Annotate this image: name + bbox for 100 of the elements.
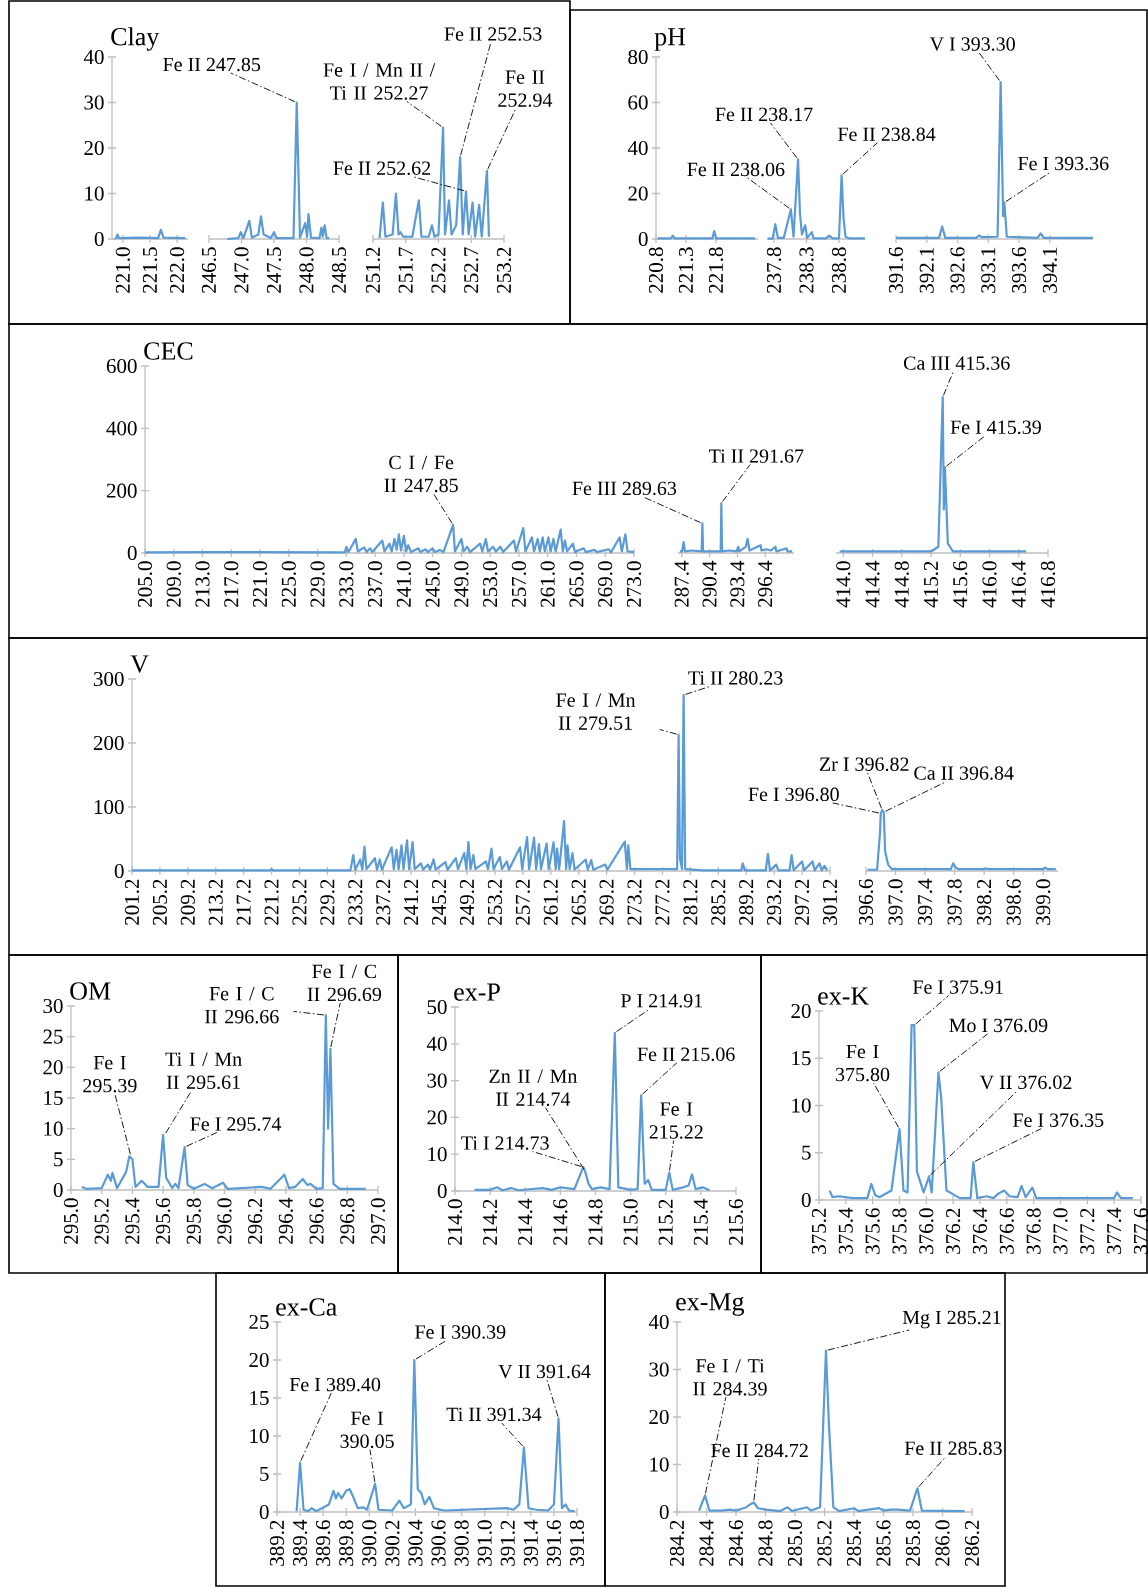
x-tick-label: 389.6: [316, 1520, 331, 1566]
x-tick-label: 215.2: [658, 1199, 673, 1245]
annotation: Fe I 415.39: [950, 420, 1041, 435]
x-tick-label: 241.0: [396, 561, 412, 607]
x-tick-label: 217.0: [224, 561, 239, 607]
annotation: Fe I 396.80: [748, 787, 839, 802]
x-tick-label: 285.2: [817, 1520, 832, 1566]
x-tick-label: 414.4: [865, 560, 880, 608]
chart-title: ex-K: [818, 987, 869, 1005]
x-tick-label: 375.2: [811, 1208, 827, 1254]
y-tick-label: 10: [792, 1098, 811, 1113]
x-tick-label: 398.6: [1006, 879, 1021, 925]
y-tick-label: 20: [427, 1110, 447, 1125]
y-tick-label: 25: [43, 1029, 63, 1044]
x-tick-label: 269.0: [598, 561, 613, 607]
x-tick-label: 285.6: [876, 1520, 891, 1566]
x-tick-label: 392.1: [919, 247, 934, 293]
annotation: Ca II 396.84: [914, 766, 1014, 780]
x-tick-label: 265.2: [571, 879, 586, 925]
x-tick-label: 253.0: [483, 561, 498, 607]
annotation: Fe I 375.80: [835, 1044, 890, 1082]
x-tick-label: 295.0: [63, 1198, 79, 1244]
y-tick-label: 5: [260, 1467, 269, 1481]
annotation: V II 376.02: [979, 1075, 1072, 1090]
annotation: V II 391.64: [498, 1364, 591, 1379]
x-tick-label: 377.2: [1080, 1208, 1095, 1254]
x-tick-label: 376.6: [999, 1208, 1014, 1254]
annotation: Zr I 396.82: [819, 757, 909, 771]
chart-title: Clay: [111, 27, 160, 51]
x-tick-label: 284.4: [699, 1519, 714, 1566]
x-tick-label: 394.1: [1042, 247, 1058, 293]
x-tick-label: 285.4: [846, 1519, 862, 1566]
x-tick-label: 214.2: [483, 1199, 498, 1245]
x-tick-label: 273.0: [626, 561, 642, 607]
y-tick-label: 200: [93, 735, 124, 751]
chart-title: ex-Mg: [676, 1293, 745, 1316]
x-tick-label: 377.0: [1053, 1208, 1068, 1254]
annotation: Fe I / Mn II 279.51: [556, 693, 636, 730]
x-tick-label: 233.2: [348, 879, 363, 925]
y-tick-label: 50: [427, 999, 447, 1015]
x-tick-label: 213.2: [208, 879, 223, 925]
x-tick-label: 415.2: [923, 561, 939, 608]
annotation: Fe I 215.22: [649, 1102, 703, 1139]
y-tick-label: 80: [628, 49, 648, 65]
annotation: P I 214.91: [621, 994, 702, 1008]
y-tick-label: 5: [54, 1152, 63, 1167]
x-tick-label: 237.8: [766, 247, 782, 293]
x-tick-label: 285.0: [787, 1520, 803, 1566]
y-tick-label: 15: [792, 1051, 811, 1066]
x-tick-label: 277.2: [655, 879, 670, 925]
x-tick-label: 393.1: [981, 247, 996, 293]
y-tick-label: 60: [628, 95, 648, 110]
x-tick-label: 295.6: [155, 1198, 171, 1244]
x-tick-label: 238.8: [831, 247, 847, 293]
x-tick-label: 416.0: [982, 561, 997, 608]
annotation: Fe I 389.40: [289, 1377, 381, 1392]
chart-title: CEC: [144, 342, 193, 360]
y-tick-label: 40: [648, 1314, 669, 1330]
annotation: Fe I 393.36: [1018, 156, 1109, 171]
x-tick-label: 391.0: [477, 1520, 492, 1566]
x-tick-label: 245.2: [432, 879, 447, 925]
annotation: Fe I 295.39: [83, 1056, 137, 1093]
annotation: Fe II 252.62: [333, 161, 431, 175]
x-tick-label: 220.8: [648, 247, 664, 293]
x-tick-label: 249.0: [454, 561, 469, 607]
x-tick-label: 390.2: [385, 1520, 400, 1566]
annotation: Ti II 291.67: [709, 449, 804, 463]
y-tick-label: 30: [84, 95, 104, 110]
x-tick-label: 214.4: [518, 1198, 533, 1245]
x-tick-label: 293.4: [730, 560, 745, 607]
x-tick-label: 225.2: [292, 879, 307, 925]
x-tick-label: 376.2: [946, 1208, 961, 1254]
annotation: Fe I / C II 296.66: [205, 986, 279, 1024]
annotation: Mo I 376.09: [949, 1018, 1048, 1033]
x-tick-label: 221.3: [678, 247, 694, 293]
x-tick-label: 241.2: [404, 879, 419, 925]
annotation: Ti I 214.73: [461, 1136, 549, 1150]
y-tick-label: 10: [44, 1121, 63, 1136]
annotation: Fe I 390.05: [340, 1411, 394, 1449]
y-tick-label: 30: [43, 998, 63, 1014]
annotation: Fe II 284.72: [711, 1443, 808, 1458]
x-tick-label: 286.0: [935, 1520, 950, 1566]
x-tick-label: 284.6: [728, 1520, 744, 1566]
x-tick-label: 248.0: [299, 247, 314, 293]
x-tick-label: 257.0: [511, 561, 527, 607]
annotation: Fe I / Mn II / Ti II 252.27: [323, 63, 436, 100]
x-tick-label: 396.6: [858, 879, 874, 925]
x-tick-label: 390.4: [408, 1519, 423, 1566]
annotation: Fe II 285.83: [904, 1441, 1002, 1456]
x-tick-label: 245.0: [425, 561, 440, 607]
x-tick-label: 215.0: [623, 1199, 638, 1245]
x-tick-label: 233.0: [339, 561, 354, 607]
x-tick-label: 297.2: [794, 879, 810, 925]
y-tick-label: 30: [649, 1362, 669, 1377]
x-tick-label: 247.5: [266, 247, 282, 293]
x-tick-label: 414.8: [894, 561, 909, 608]
x-tick-label: 214.0: [447, 1199, 463, 1245]
x-tick-label: 238.3: [799, 247, 814, 293]
x-tick-label: 415.6: [953, 561, 968, 608]
x-tick-label: 301.2: [822, 879, 838, 925]
